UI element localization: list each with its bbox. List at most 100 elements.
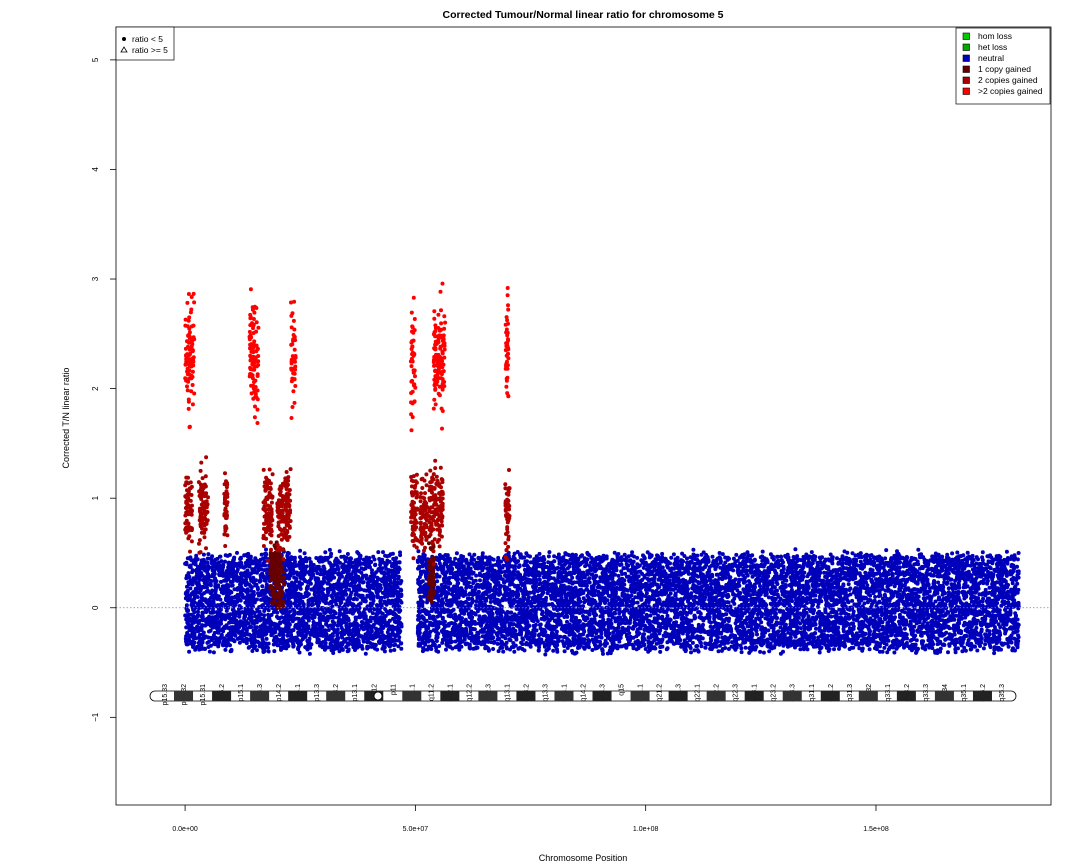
data-point [902,626,907,631]
data-point [295,637,300,642]
data-point [286,638,291,643]
data-point [202,591,206,596]
data-point [358,601,363,606]
data-point [383,579,388,584]
data-point [341,596,346,601]
data-point [333,562,338,567]
data-point [253,558,258,563]
data-point [240,637,245,641]
data-point [241,626,246,631]
data-point [397,560,402,565]
data-point [330,599,335,604]
data-point [331,623,336,628]
data-point [321,614,326,619]
data-point [309,642,314,647]
data-point [303,556,308,560]
data-point [289,628,294,633]
data-point [341,629,345,633]
data-point [243,580,248,585]
data-point [365,631,370,635]
data-point [382,620,387,625]
data-point [334,556,339,561]
data-point [339,573,343,578]
data-point [244,598,249,603]
data-point [397,567,402,572]
data-point [183,591,188,596]
data-point [386,582,391,587]
data-point [351,597,356,602]
data-point [219,564,224,569]
data-point [218,602,223,607]
data-point [361,621,365,626]
data-point [358,595,363,599]
data-point [261,625,266,630]
data-point [301,615,306,620]
data-point [353,592,358,597]
data-point [300,637,305,642]
data-points [183,281,1021,657]
data-point [271,610,276,614]
data-point [184,575,189,580]
data-point [199,614,204,619]
data-point [290,580,294,585]
data-point [340,635,345,640]
data-point [240,632,245,637]
data-point [371,598,376,603]
data-point [287,583,292,588]
data-point [189,598,194,603]
data-point [376,568,381,573]
data-point [345,649,350,654]
data-point [289,555,294,560]
data-point [391,588,396,593]
data-point [396,590,401,595]
data-point [301,619,306,624]
data-point [344,614,349,619]
data-point [392,648,397,652]
data-point [343,557,348,562]
data-point [348,556,353,561]
data-point [293,562,298,567]
data-point [365,594,370,599]
data-point [296,630,301,635]
data-point [365,644,370,649]
data-point [385,600,390,605]
data-point [283,620,288,625]
data-point [218,597,223,602]
data-point [189,578,193,583]
data-point [187,564,192,569]
data-point [255,615,260,620]
data-point [981,646,986,651]
data-point [307,556,312,561]
data-point [232,602,237,607]
data-point [340,589,345,594]
data-point [262,617,267,622]
data-point [311,598,316,603]
data-point [305,626,310,631]
data-point [389,625,394,630]
data-point [378,562,383,567]
data-point [391,556,396,561]
data-point [375,589,379,594]
data-point [383,553,388,558]
data-point [867,647,872,652]
data-point [239,585,244,590]
data-point [198,588,203,593]
data-point [221,643,225,648]
data-point [264,547,268,552]
data-point [211,650,216,655]
data-point [225,633,230,638]
data-point [214,563,219,568]
data-point [345,552,350,556]
data-point [381,616,386,621]
data-point [200,640,205,645]
data-point [363,651,368,656]
chart-title: Corrected Tumour/Normal linear ratio for… [442,9,723,21]
data-point [275,614,279,619]
data-point [228,580,233,584]
data-point [301,623,306,628]
data-point [311,626,316,630]
data-point [287,572,292,577]
data-point [388,648,393,653]
data-point [232,615,237,620]
